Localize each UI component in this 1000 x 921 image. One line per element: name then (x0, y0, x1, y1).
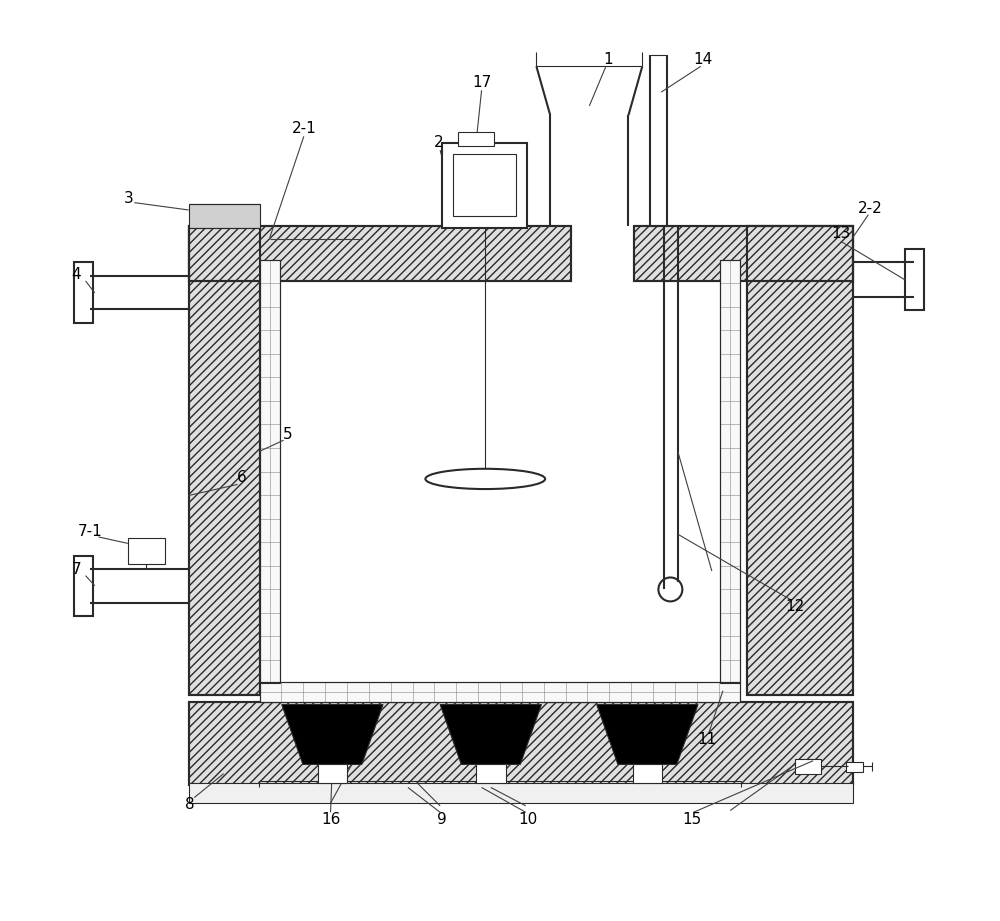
Bar (476, 764, 506, 783)
Text: 1: 1 (603, 52, 613, 67)
Text: 17: 17 (472, 76, 491, 90)
Bar (633, 764, 662, 783)
Text: 6: 6 (237, 471, 247, 485)
Bar (189, 226, 260, 695)
Text: 14: 14 (693, 52, 712, 67)
Polygon shape (440, 705, 541, 764)
Bar (260, 260, 280, 683)
Bar (189, 226, 571, 281)
Bar (634, 226, 853, 281)
Bar (458, 132, 494, 146)
Text: 8: 8 (185, 797, 194, 811)
Bar (189, 204, 260, 228)
Bar (74, 556, 93, 616)
Bar (189, 702, 853, 785)
Bar (189, 226, 260, 695)
Bar (74, 262, 93, 323)
Text: 13: 13 (831, 227, 850, 241)
Bar (634, 226, 853, 281)
Text: 2-2: 2-2 (858, 201, 883, 216)
Bar (442, 143, 527, 228)
Bar (905, 249, 924, 310)
Bar (720, 260, 740, 683)
Text: 3: 3 (124, 191, 134, 205)
Bar (128, 538, 165, 564)
Text: 16: 16 (321, 812, 340, 827)
Bar (720, 260, 740, 683)
Text: 15: 15 (682, 812, 701, 827)
Bar (189, 226, 571, 281)
Text: 7: 7 (72, 562, 81, 577)
Text: 9: 9 (437, 812, 447, 827)
Text: 5: 5 (283, 427, 293, 442)
Polygon shape (282, 705, 383, 764)
Bar (453, 154, 516, 216)
Text: 10: 10 (518, 812, 537, 827)
Polygon shape (597, 705, 698, 764)
Bar (795, 759, 821, 774)
Text: 4: 4 (72, 267, 81, 282)
Text: 11: 11 (698, 732, 717, 747)
Bar (189, 783, 853, 803)
Bar (846, 762, 863, 772)
Bar (260, 260, 280, 683)
Bar (747, 226, 853, 695)
Bar (260, 682, 740, 702)
Ellipse shape (425, 469, 545, 489)
Text: 2: 2 (433, 135, 443, 150)
Bar (747, 226, 853, 695)
Text: 7-1: 7-1 (78, 524, 103, 539)
Bar (189, 702, 853, 785)
Bar (318, 764, 347, 783)
Text: 2-1: 2-1 (291, 122, 316, 136)
Text: 12: 12 (785, 599, 804, 613)
Bar (260, 682, 740, 702)
